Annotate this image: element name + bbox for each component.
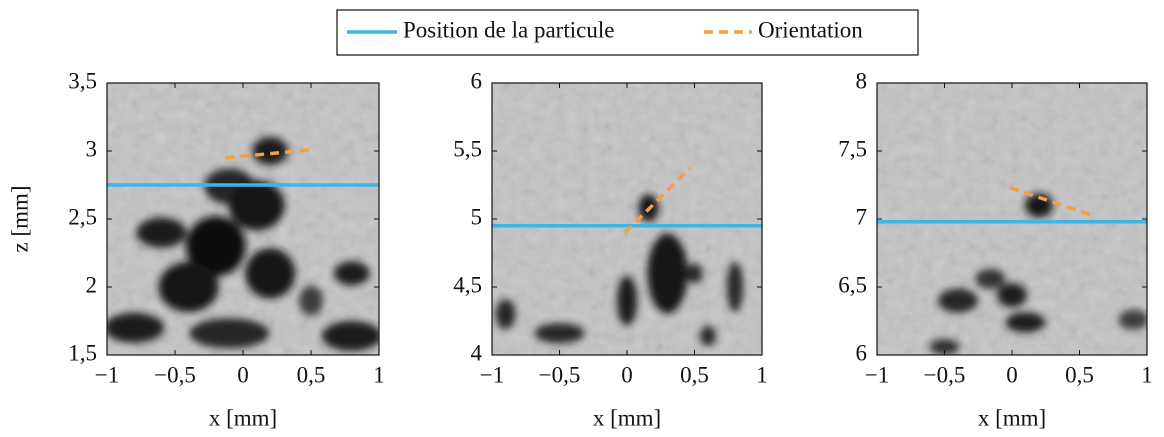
- panel: −1 −0,5 0 0,5 1 6 6,5 7 7,5 8 x [mm]: [838, 68, 1153, 430]
- x-tick-label: −1: [480, 362, 504, 387]
- image-feature: [929, 338, 960, 355]
- image-feature: [534, 323, 585, 344]
- image-feature: [647, 233, 688, 314]
- x-axis-label: x [mm]: [978, 405, 1046, 430]
- x-tick-label: 1: [756, 362, 768, 387]
- x-tick-label: −0,5: [154, 362, 196, 387]
- y-tick-label: 1,5: [68, 340, 97, 365]
- x-tick-label: 0,5: [297, 362, 326, 387]
- y-tick-label: 3: [86, 136, 98, 161]
- y-tick-label: 6: [471, 68, 483, 93]
- x-tick-label: −1: [865, 362, 889, 387]
- image-feature: [1118, 309, 1147, 330]
- y-axis-label: z [mm]: [7, 185, 32, 252]
- legend: Position de la particule Orientation: [336, 9, 919, 56]
- y-tick-label: 5,5: [453, 136, 482, 161]
- image-feature: [321, 320, 379, 351]
- image: [107, 83, 379, 355]
- image-feature: [158, 262, 219, 312]
- legend-label: Orientation: [758, 17, 863, 42]
- y-tick-label: 4: [471, 340, 483, 365]
- image-feature: [686, 263, 703, 284]
- legend-label: Position de la particule: [403, 17, 614, 42]
- y-tick-label: 3,5: [68, 68, 97, 93]
- y-tick-label: 2: [86, 272, 98, 297]
- y-tick-label: 4,5: [453, 272, 482, 297]
- image-feature: [617, 275, 637, 326]
- x-tick-label: 0,5: [680, 362, 709, 387]
- y-tick-label: 6: [856, 340, 868, 365]
- legend-box: [336, 9, 919, 56]
- image-feature: [107, 312, 165, 343]
- x-tick-label: 1: [1141, 362, 1153, 387]
- image-feature: [299, 285, 323, 316]
- x-tick-label: −0,5: [539, 362, 581, 387]
- image-feature: [252, 137, 289, 165]
- image-noise: [877, 83, 1147, 355]
- image-feature: [228, 180, 285, 231]
- y-tick-label: 7: [856, 204, 868, 229]
- image: [877, 83, 1147, 355]
- image-feature: [700, 325, 716, 346]
- series-line: [623, 166, 692, 234]
- y-tick-label: 7,5: [838, 136, 867, 161]
- x-tick-label: 0: [621, 362, 633, 387]
- image: [492, 83, 762, 355]
- image-feature: [975, 268, 1006, 289]
- y-tick-label: 2,5: [68, 204, 97, 229]
- x-tick-label: 0: [237, 362, 249, 387]
- y-tick-label: 8: [856, 68, 868, 93]
- image-feature: [185, 216, 246, 277]
- x-axis-label: x [mm]: [593, 405, 661, 430]
- x-tick-label: 1: [373, 362, 385, 387]
- x-tick-label: 0: [1006, 362, 1018, 387]
- y-tick-label: 6,5: [838, 272, 867, 297]
- x-axis-label: x [mm]: [209, 405, 277, 430]
- image-feature: [245, 248, 296, 299]
- image-feature: [997, 283, 1027, 308]
- x-tick-label: −0,5: [924, 362, 966, 387]
- image-feature: [1005, 312, 1046, 333]
- image-feature: [495, 299, 516, 330]
- image-feature: [189, 318, 270, 349]
- image-feature: [333, 261, 370, 286]
- x-tick-label: −1: [95, 362, 119, 387]
- y-tick-label: 5: [471, 204, 483, 229]
- x-tick-label: 0,5: [1065, 362, 1094, 387]
- panel: −1 −0,5 0 0,5 1 1,5 2 2,5 3 3,5 x [mm] z [mm]: [7, 68, 384, 430]
- image-feature: [727, 262, 743, 312]
- image-feature: [938, 288, 978, 313]
- image-feature: [136, 217, 187, 248]
- panel: −1 −0,5 0 0,5 1 4 4,5 5 5,5 6 x [mm]: [453, 68, 768, 430]
- image-features: [929, 193, 1147, 355]
